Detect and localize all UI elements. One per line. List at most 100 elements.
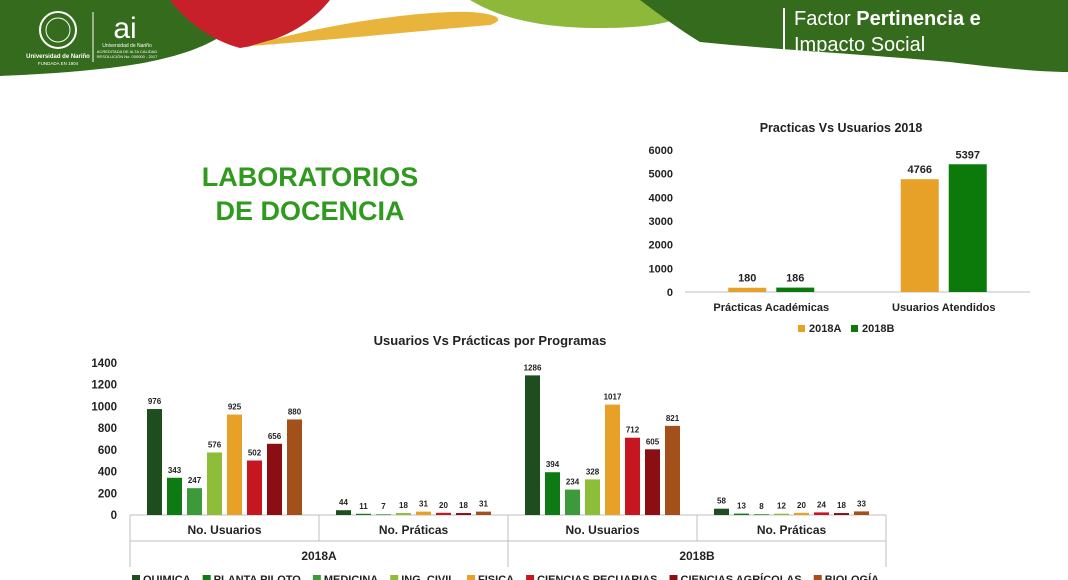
chart2-bar [794,512,809,515]
chart2-data-label: 328 [586,467,600,476]
chart2-bar [645,449,660,515]
chart2-data-label: 925 [228,403,242,412]
chart2-data-label: 343 [168,466,182,475]
chart2-bar [565,489,580,515]
chart2-legend-swatch [467,575,476,580]
chart2-data-label: 502 [248,448,262,457]
chart2-data-label: 12 [777,502,786,511]
chart2-bar [356,513,371,515]
chart2-data-label: 7 [381,502,386,511]
chart1-legend-label: 2018A [809,323,841,335]
chart2-data-label: 44 [339,498,348,507]
chart2-category-label: No. Práticas [379,523,449,537]
chart2-title: Usuarios Vs Prácticas por Programas [374,333,607,348]
chart2-legend-swatch [526,575,535,580]
header-yellow-shape [250,11,499,46]
chart2-bar [376,514,391,515]
chart2-data-label: 712 [626,426,640,435]
chart1-y-tick-label: 4000 [649,192,673,204]
university-logo: Universidad de Nariño FUNDADA EN 1904 [26,11,90,66]
chart2-data-label: 58 [717,497,726,506]
chart2-y-tick-label: 600 [98,445,117,457]
chart2-legend-label: BIOLOGÍA [825,573,879,580]
chart2-bar [396,513,411,515]
chart2-y-tick-label: 800 [98,423,117,435]
factor-title-line1: Factor Pertinencia e [794,8,981,30]
chart1-bar [948,164,987,292]
chart-practicas-vs-usuarios: Practicas Vs Usuarios 2018 0 1000 2000 3000 4… [649,121,1030,335]
chart2-data-label: 234 [566,478,580,487]
chart2-bar [525,375,540,515]
chart1-data-label: 4766 [908,164,932,176]
chart2-y-tick-label: 1200 [91,380,117,392]
chart2-data-label: 18 [837,501,846,510]
chart2-legend-label: ING. CIVIL [401,574,455,580]
chart2-bar [247,460,262,515]
chart2-bar [147,409,162,515]
chart2-bar [585,479,600,515]
factor-title-line2: Impacto Social [794,34,925,56]
chart2-bar [774,513,789,515]
chart2-bar [734,513,749,515]
chart2-bar [625,437,640,515]
chart2-legend-label: PLANTA PILOTO [214,574,302,580]
ai-logo-text: ai [113,12,136,45]
chart1-bar [728,287,767,292]
chart2-y-tick-label: 200 [98,488,117,500]
chart2-bar [436,512,451,515]
chart2-bar [207,452,222,515]
page-title: LABORATORIOS DE DOCENCIA [160,160,460,228]
accreditation-logo: ai Universidad de Nariño ACREDITADA DE A… [97,12,158,59]
university-founded: FUNDADA EN 1904 [38,61,79,66]
chart2-bar [227,414,242,515]
chart1-legend-swatch [851,325,858,332]
chart2-legend-swatch [669,575,678,580]
chart2-data-label: 24 [817,500,826,509]
chart2-data-label: 880 [288,407,302,416]
chart2-y-tick-label: 1400 [91,358,117,370]
chart2-legend-swatch [202,575,211,580]
chart2-data-label: 13 [737,502,746,511]
chart2-y-tick-label: 400 [98,467,117,479]
chart2-group-label: 2018A [301,549,337,563]
chart1-y-tick-label: 1000 [649,263,673,275]
chart2-bar [605,404,620,515]
chart2-data-label: 821 [666,414,680,423]
chart2-data-label: 20 [439,501,448,510]
chart2-data-label: 394 [546,460,560,469]
chart1-y-tick-label: 6000 [649,145,673,157]
chart2-bar [545,472,560,515]
chart2-legend-label: QUIMICA [143,574,191,580]
chart2-bar [267,443,282,515]
chart2-bar [336,510,351,515]
chart2-bar [754,514,769,515]
chart2-data-label: 31 [419,500,428,509]
chart1-data-label: 186 [786,273,804,285]
chart2-data-label: 18 [399,501,408,510]
chart2-bar [834,513,849,515]
chart1-bar [900,179,939,292]
chart1-y-tick-label: 5000 [649,169,673,181]
chart2-bar [187,488,202,515]
chart1-data-label: 180 [738,273,756,285]
chart2-legend-swatch [132,575,140,580]
chart2-data-label: 31 [479,500,488,509]
chart-usuarios-vs-practicas-programas: Usuarios Vs Prácticas por Programas 0 200 4… [91,333,887,580]
chart2-legend-swatch [813,575,822,580]
chart2-bar [854,511,869,515]
chart2-bar [814,512,829,515]
chart2-data-label: 1286 [524,363,542,372]
chart1-y-tick-label: 2000 [649,240,673,252]
chart2-category-label: No. Usuarios [187,523,261,537]
chart2-data-label: 576 [208,440,222,449]
chart2-group-label: 2018B [679,549,715,563]
chart2-data-label: 656 [268,432,282,441]
chart2-data-label: 247 [188,476,202,485]
chart2-y-tick-label: 1000 [91,401,117,413]
ai-logo-subtitle-3: RESOLUCIÓN No. 000000 - 2017 [97,54,158,59]
chart2-legend-label: MEDICINA [324,574,378,580]
chart2-bar [416,511,431,515]
chart2-data-label: 18 [459,501,468,510]
chart2-legend-swatch [390,575,399,580]
header-right-shape [640,0,1068,72]
